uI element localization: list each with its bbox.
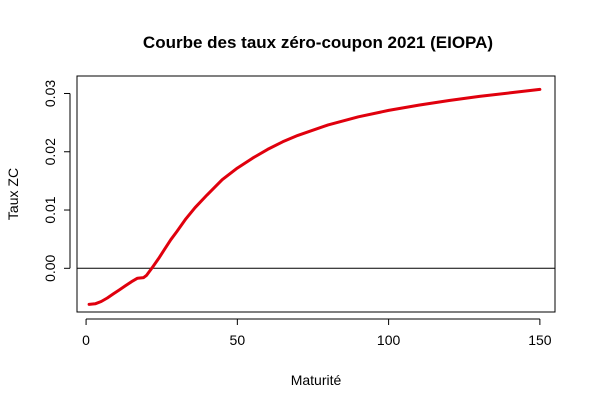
x-tick-label: 0 bbox=[82, 332, 90, 348]
y-axis-label: Taux ZC bbox=[5, 168, 21, 220]
y-tick-label: 0.00 bbox=[42, 254, 58, 281]
chart-title: Courbe des taux zéro-coupon 2021 (EIOPA) bbox=[143, 33, 493, 52]
y-axis: 0.00 0.01 0.02 0.03 bbox=[42, 80, 71, 282]
plot-area bbox=[76, 75, 556, 313]
x-axis: 0 50 100 150 bbox=[82, 318, 552, 348]
series-line bbox=[87, 87, 542, 306]
y-tick-label: 0.02 bbox=[42, 138, 58, 165]
series-layer bbox=[87, 87, 542, 306]
x-tick-label: 100 bbox=[377, 332, 401, 348]
y-tick-label: 0.03 bbox=[42, 80, 58, 107]
x-tick-label: 50 bbox=[230, 332, 246, 348]
x-tick-label: 150 bbox=[528, 332, 552, 348]
y-tick-label: 0.01 bbox=[42, 196, 58, 223]
x-axis-label: Maturité bbox=[291, 372, 342, 388]
